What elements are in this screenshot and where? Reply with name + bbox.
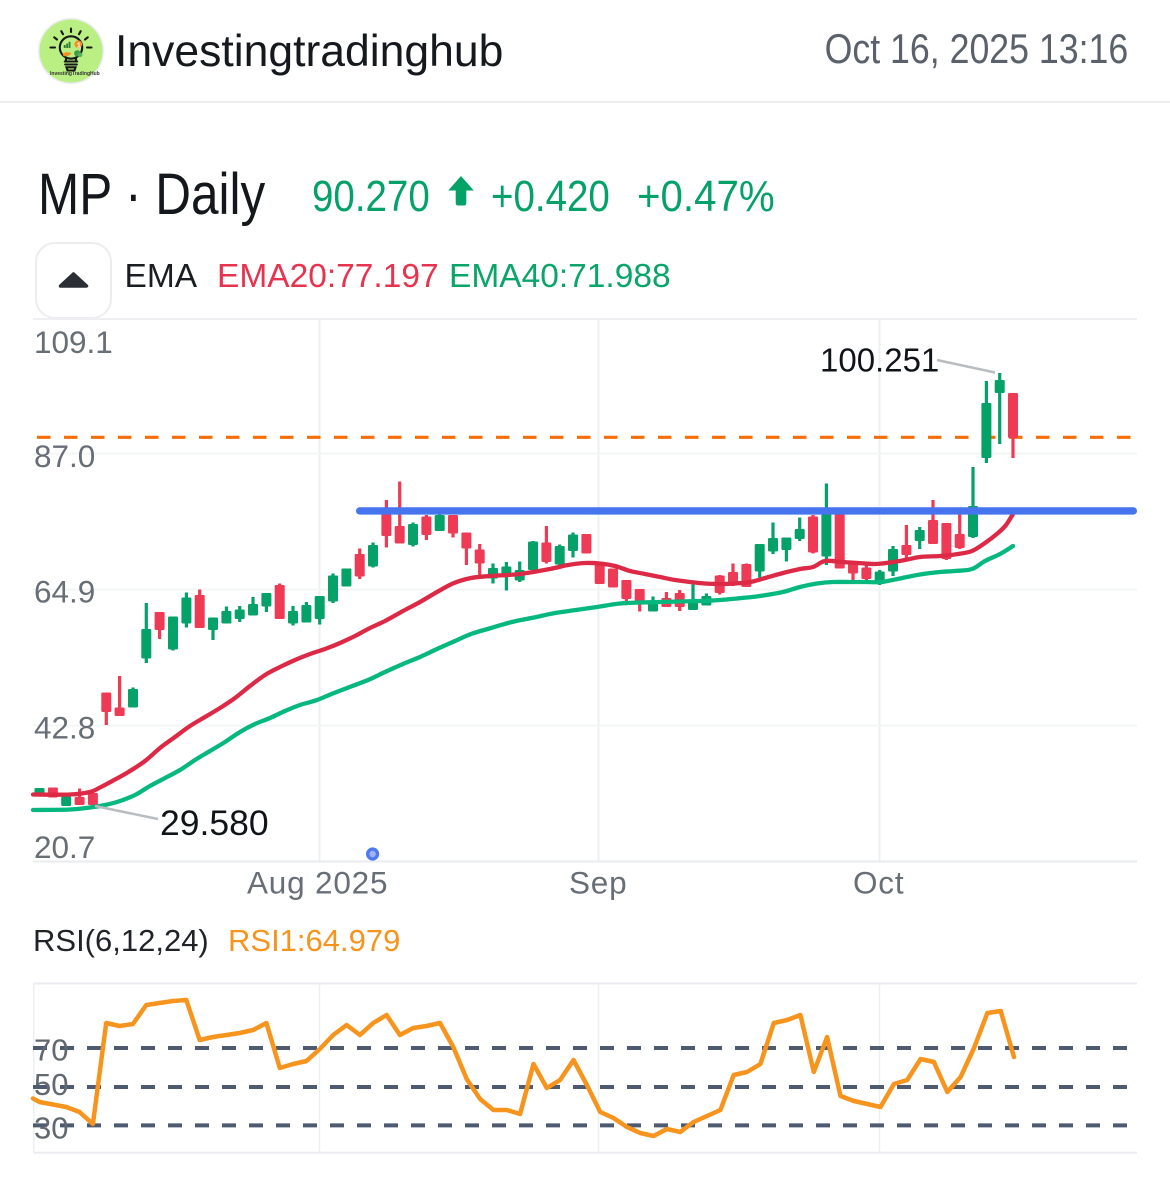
svg-text:109.1: 109.1 xyxy=(34,324,113,360)
svg-text:InvestingTradingHub: InvestingTradingHub xyxy=(50,71,100,77)
svg-text:30: 30 xyxy=(34,1111,68,1146)
svg-text:1: 1 xyxy=(77,40,81,49)
svg-text:20.7: 20.7 xyxy=(34,829,95,865)
svg-text:100.251: 100.251 xyxy=(820,342,939,379)
svg-text:87.0: 87.0 xyxy=(34,438,95,474)
svg-text:Sep: Sep xyxy=(569,865,627,901)
svg-text:Oct: Oct xyxy=(853,865,904,901)
svg-text:29.580: 29.580 xyxy=(160,803,269,843)
svg-text:42.8: 42.8 xyxy=(34,710,95,746)
svg-text:Aug 2025: Aug 2025 xyxy=(247,865,388,901)
svg-text:70: 70 xyxy=(34,1033,68,1068)
svg-text:64.9: 64.9 xyxy=(34,574,95,610)
svg-text:50: 50 xyxy=(34,1067,68,1102)
